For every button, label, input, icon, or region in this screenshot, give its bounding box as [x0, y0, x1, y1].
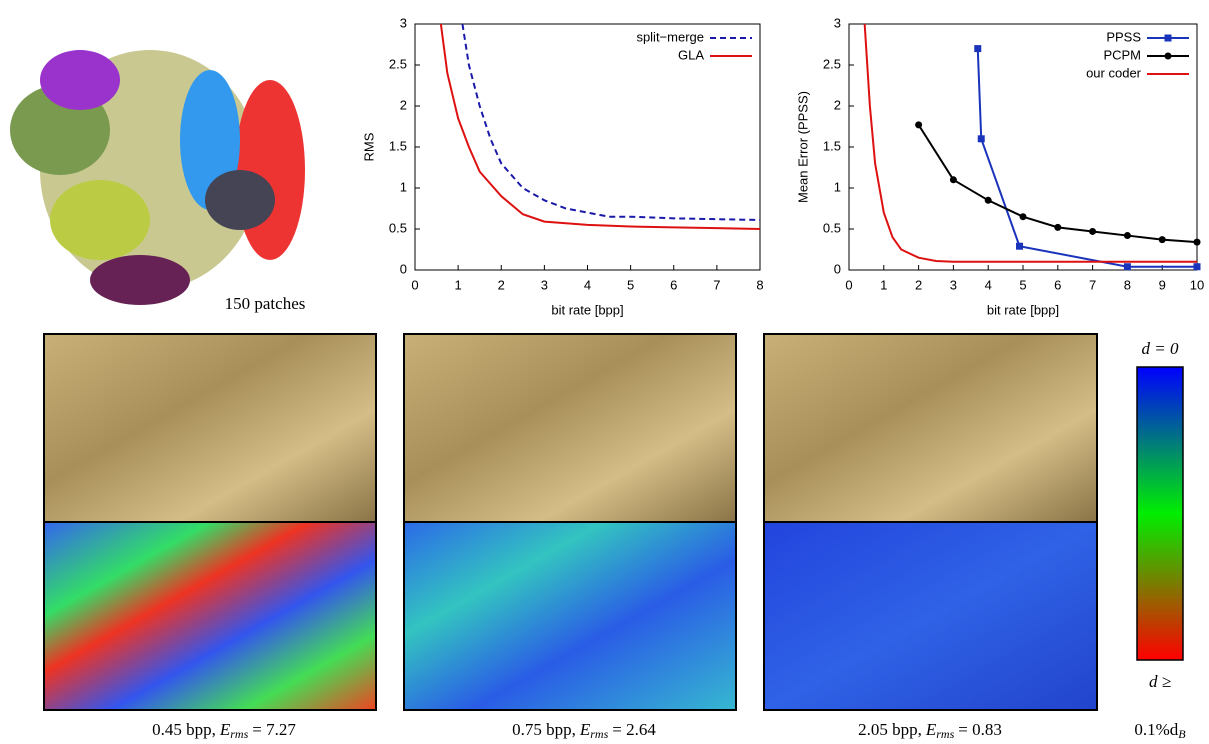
y-tick-label: 0: [834, 261, 841, 276]
x-tick-label: 6: [1054, 277, 1061, 292]
point: [974, 45, 982, 53]
panels: [43, 333, 1184, 711]
caption: 2.05 bpp, Erms = 0.83: [858, 720, 1002, 741]
y-tick-label: 2.5: [823, 56, 841, 71]
series-line: [863, 24, 1197, 263]
legend-marker: [1164, 52, 1172, 60]
x-tick-label: 3: [541, 277, 548, 292]
point: [1016, 242, 1024, 250]
x-tick-label: 4: [584, 277, 591, 292]
x-tick-label: 3: [950, 277, 957, 292]
point: [977, 135, 985, 143]
caption-symbol: E: [579, 720, 591, 739]
series-line: [461, 24, 760, 221]
x-tick-label: 9: [1159, 277, 1166, 292]
legend-label: PCPM: [1103, 47, 1141, 62]
point: [1123, 263, 1131, 271]
colorbar-bottom: 0.1%d: [1134, 720, 1178, 739]
x-tick-label: 8: [1124, 277, 1131, 292]
y-tick-label: 0.5: [389, 220, 407, 235]
y-tick-label: 2: [400, 97, 407, 112]
x-tick-label: 5: [627, 277, 634, 292]
point: [1089, 227, 1097, 235]
caption-subscript: rms: [230, 727, 248, 741]
caption-symbol: E: [925, 720, 937, 739]
legend-marker: [1164, 34, 1172, 42]
y-tick-label: 1.5: [389, 138, 407, 153]
caption-rate: 0.45 bpp,: [152, 720, 216, 739]
y-tick-label: 0: [400, 261, 407, 276]
x-tick-label: 5: [1019, 277, 1026, 292]
x-tick-label: 2: [498, 277, 505, 292]
point: [1123, 232, 1131, 240]
legend-label: PPSS: [1106, 29, 1141, 44]
legend-label: our coder: [1086, 65, 1142, 80]
caption-subscript: rms: [936, 727, 954, 741]
caption: 0.45 bpp, Erms = 7.27: [152, 720, 296, 741]
x-axis-label: bit rate [bpp]: [551, 302, 623, 317]
y-tick-label: 0.5: [823, 220, 841, 235]
colorbar-bottom: 0.1%dB: [1134, 720, 1186, 741]
series-line: [439, 24, 760, 230]
x-tick-label: 2: [915, 277, 922, 292]
caption-value: = 2.64: [612, 720, 656, 739]
caption-rate: 0.75 bpp,: [512, 720, 576, 739]
point: [1158, 236, 1166, 244]
dragon-image: [10, 50, 305, 305]
y-tick-label: 1: [400, 179, 407, 194]
x-tick-label: 0: [411, 277, 418, 292]
x-tick-label: 7: [713, 277, 720, 292]
colorbar-subscript: B: [1178, 727, 1186, 741]
point: [984, 196, 992, 204]
x-tick-label: 7: [1089, 277, 1096, 292]
legend-label: split−merge: [636, 29, 704, 44]
y-tick-label: 3: [834, 15, 841, 30]
x-tick-label: 10: [1190, 277, 1204, 292]
point: [915, 121, 923, 129]
colorbar-bottom: d ≥: [1149, 672, 1171, 691]
y-tick-label: 2: [834, 97, 841, 112]
caption-value: = 7.27: [252, 720, 296, 739]
point: [1019, 213, 1027, 221]
y-axis-label: Mean Error (PPSS): [795, 91, 810, 203]
x-axis-label: bit rate [bpp]: [987, 302, 1059, 317]
x-tick-label: 8: [756, 277, 763, 292]
caption-value: = 0.83: [958, 720, 1002, 739]
point: [1193, 238, 1201, 246]
dragon-label: 150 patches: [225, 294, 306, 313]
plot-frame: [414, 23, 761, 271]
x-tick-label: 1: [880, 277, 887, 292]
plot-frame: [848, 23, 1198, 271]
x-tick-label: 1: [455, 277, 462, 292]
x-tick-label: 4: [985, 277, 992, 292]
series-line: [976, 48, 1197, 268]
colorbar-top: d = 0: [1142, 339, 1179, 358]
legend-label: GLA: [678, 47, 704, 62]
y-axis-label: RMS: [361, 132, 376, 161]
point: [1193, 263, 1201, 271]
point: [949, 176, 957, 184]
y-tick-label: 1.5: [823, 138, 841, 153]
caption-subscript: rms: [590, 727, 608, 741]
point: [1054, 223, 1062, 231]
y-tick-label: 3: [400, 15, 407, 30]
y-tick-label: 1: [834, 179, 841, 194]
caption-symbol: E: [219, 720, 231, 739]
x-tick-label: 6: [670, 277, 677, 292]
caption-rate: 2.05 bpp,: [858, 720, 922, 739]
x-tick-label: 0: [845, 277, 852, 292]
y-tick-label: 2.5: [389, 56, 407, 71]
caption: 0.75 bpp, Erms = 2.64: [512, 720, 656, 741]
